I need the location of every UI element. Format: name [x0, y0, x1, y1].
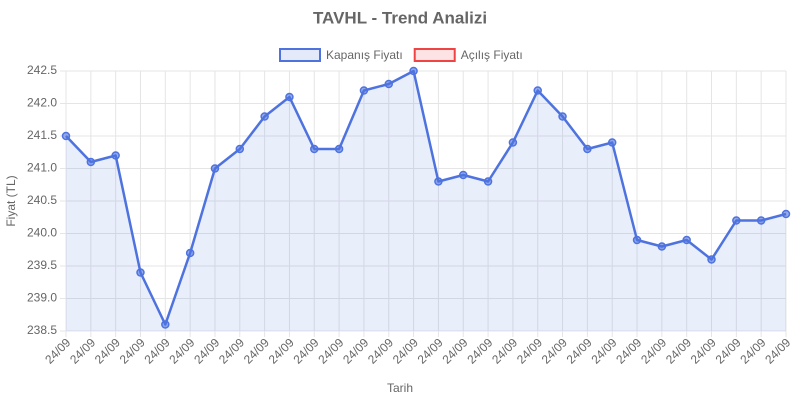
x-tick-label: 24/09 [737, 335, 768, 366]
x-tick-label: 24/09 [365, 335, 396, 366]
point [508, 138, 518, 147]
x-tick-label: 24/09 [713, 335, 744, 366]
point [185, 248, 195, 258]
point [657, 242, 667, 251]
x-tick-label: 24/09 [142, 335, 173, 366]
point [111, 151, 120, 160]
x-tick-label: 24/09 [539, 335, 570, 366]
x-tick-label: 24/09 [42, 335, 73, 366]
point [781, 209, 791, 219]
x-tick-label: 24/09 [762, 335, 793, 366]
point [583, 144, 592, 154]
x-tick-label: 24/09 [464, 335, 495, 366]
x-tick-label: 24/09 [241, 335, 272, 366]
point [607, 138, 617, 147]
point [334, 144, 344, 154]
point [384, 79, 394, 89]
point [235, 144, 245, 154]
x-tick-label: 24/09 [439, 335, 470, 366]
y-tick-label: 238.5 [27, 323, 57, 337]
x-tick-label: 24/09 [291, 335, 322, 366]
x-tick-label: 24/09 [266, 335, 297, 366]
area [66, 71, 786, 331]
point [310, 144, 319, 154]
y-tick-label: 241.5 [27, 128, 57, 142]
point [483, 177, 493, 186]
point [558, 112, 567, 121]
point [682, 235, 691, 245]
point [260, 112, 269, 121]
legend-label: Kapanış Fiyatı [326, 48, 403, 62]
line [65, 69, 787, 326]
x-tick-label: 24/09 [514, 335, 545, 366]
x-tick-label: 24/09 [415, 335, 446, 366]
x-tick-label: 24/09 [166, 335, 197, 366]
chart-title: TAVHL - Trend Analizi [313, 8, 487, 27]
x-tick-label: 24/09 [588, 335, 619, 366]
x-tick-label: 24/09 [638, 335, 669, 366]
x-tick-label: 24/09 [564, 335, 595, 366]
point [632, 235, 642, 245]
y-tick-label: 240.0 [27, 226, 57, 240]
x-axis-title: Tarih [387, 381, 413, 395]
point [61, 131, 71, 141]
y-tick-label: 239.0 [27, 291, 57, 305]
x-tick-label: 24/09 [613, 335, 644, 366]
point [434, 177, 443, 186]
x-tick-label: 24/09 [663, 335, 694, 366]
point [359, 86, 369, 95]
y-tick-label: 241.0 [27, 161, 57, 175]
point [210, 164, 220, 173]
point [161, 320, 170, 329]
legend-swatch [413, 48, 456, 62]
x-tick-label: 24/09 [390, 335, 421, 366]
x-tick-label: 24/09 [216, 335, 247, 366]
x-tick-label: 24/09 [117, 335, 148, 366]
legend-swatch [279, 48, 321, 62]
y-tick-label: 242.0 [27, 96, 57, 110]
x-tick-label: 24/09 [340, 335, 371, 366]
x-tick-label: 24/09 [191, 335, 222, 366]
x-tick-label: 24/09 [688, 335, 719, 366]
y-axis-title: Fiyat (TL) [4, 175, 18, 226]
point [533, 86, 542, 95]
point [409, 66, 418, 76]
y-tick-label: 240.5 [27, 193, 57, 207]
y-tick-label: 242.5 [27, 63, 57, 77]
point [86, 157, 96, 167]
point [732, 216, 741, 225]
point [136, 268, 145, 277]
point [756, 216, 766, 225]
x-tick-label: 24/09 [92, 335, 123, 366]
point [285, 92, 294, 102]
point [707, 255, 716, 264]
legend-label: Açılış Fiyatı [461, 48, 523, 62]
y-tick-label: 239.5 [27, 258, 57, 272]
x-tick-label: 24/09 [489, 335, 520, 366]
point [458, 170, 468, 180]
x-tick-label: 24/09 [315, 335, 346, 366]
x-tick-label: 24/09 [67, 335, 98, 366]
